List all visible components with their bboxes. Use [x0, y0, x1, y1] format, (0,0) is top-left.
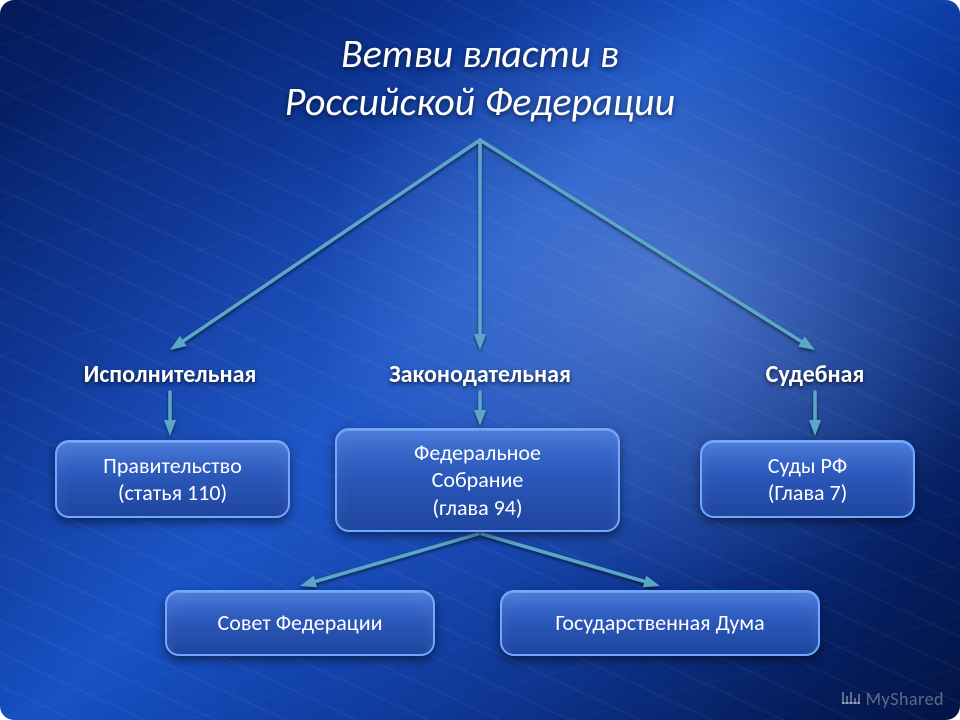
watermark-icon: [842, 692, 860, 706]
slide-stage: Ветви власти в Российской Федерации Испо…: [0, 0, 960, 720]
branch-label-judicial: Судебная: [766, 360, 865, 389]
box-soviet-federation: Совет Федерации: [165, 590, 435, 656]
branch-label-executive: Исполнительная: [84, 360, 257, 389]
box-government: Правительство (статья 110): [55, 440, 290, 518]
box-federal-assembly: Федеральное Собрание (глава 94): [335, 428, 620, 532]
box-state-duma: Государственная Дума: [500, 590, 820, 656]
slide-title: Ветви власти в Российской Федерации: [0, 30, 960, 126]
box-courts: Суды РФ (Глава 7): [700, 440, 915, 518]
watermark: MyShared: [842, 688, 944, 710]
watermark-text: MyShared: [866, 688, 944, 710]
branch-label-legislative: Законодательная: [389, 360, 571, 389]
